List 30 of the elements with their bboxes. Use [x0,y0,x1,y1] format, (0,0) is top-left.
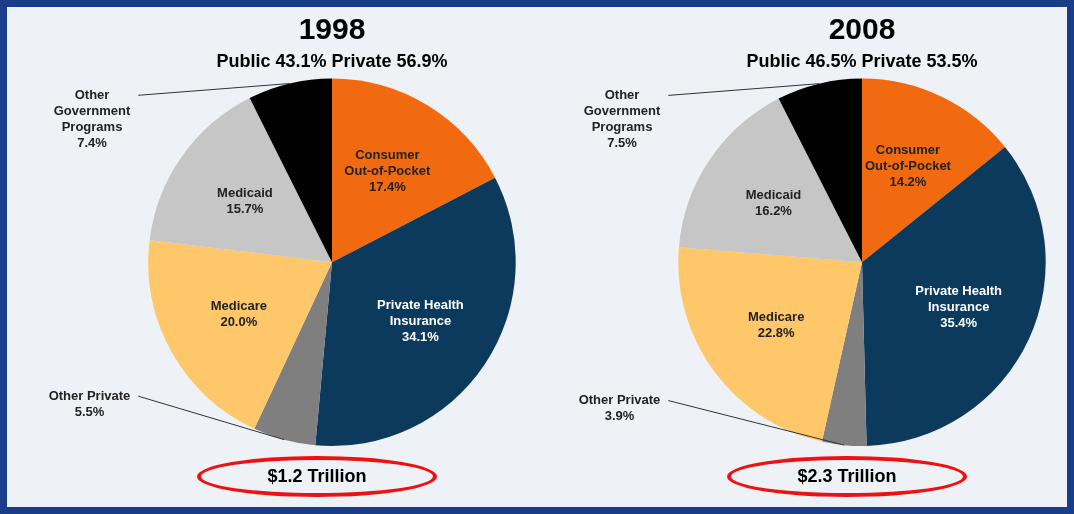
chart-title: 1998 [298,12,366,46]
slice-label: Medicaid [217,184,273,200]
slice-label: Other Private [578,392,661,408]
slice-label: Consumer Out-of-Pocket [864,141,952,173]
slice-label: Medicaid [745,186,802,202]
data-label: 35.4% [940,314,978,330]
data-label: 15.7% [226,200,264,216]
data-label: 3.9% [604,408,635,424]
slice-label: Other Government Programs [53,86,131,134]
data-label: 16.2% [755,202,793,218]
data-label: 20.0% [220,313,258,329]
slice-label: Private Health Insurance [915,282,1003,314]
slice-label: Consumer Out-of-Pocket [344,146,431,178]
slice-label: Other Private [48,387,131,403]
data-label: 34.1% [402,329,440,345]
text: $1.2 Trillion [267,466,367,486]
chart-title: 2008 [828,12,896,46]
data-label: 14.2% [889,173,927,189]
text: $2.3 Trillion [797,466,897,486]
slice-label: Other Government Programs [583,86,661,134]
data-label: 22.8% [757,325,796,341]
data-label: 17.4% [368,178,407,194]
data-label: 7.4% [77,134,108,150]
slice-label: Private Health Insurance [377,297,464,329]
chart-subtitle: Public 46.5% Private 53.5% [746,50,978,71]
slice-label: Medicare [210,297,268,313]
data-label: 7.5% [607,134,638,150]
chart-subtitle: Public 43.1% Private 56.9% [216,50,448,71]
data-label: 5.5% [74,403,105,419]
slice-label: Medicare [748,309,805,325]
